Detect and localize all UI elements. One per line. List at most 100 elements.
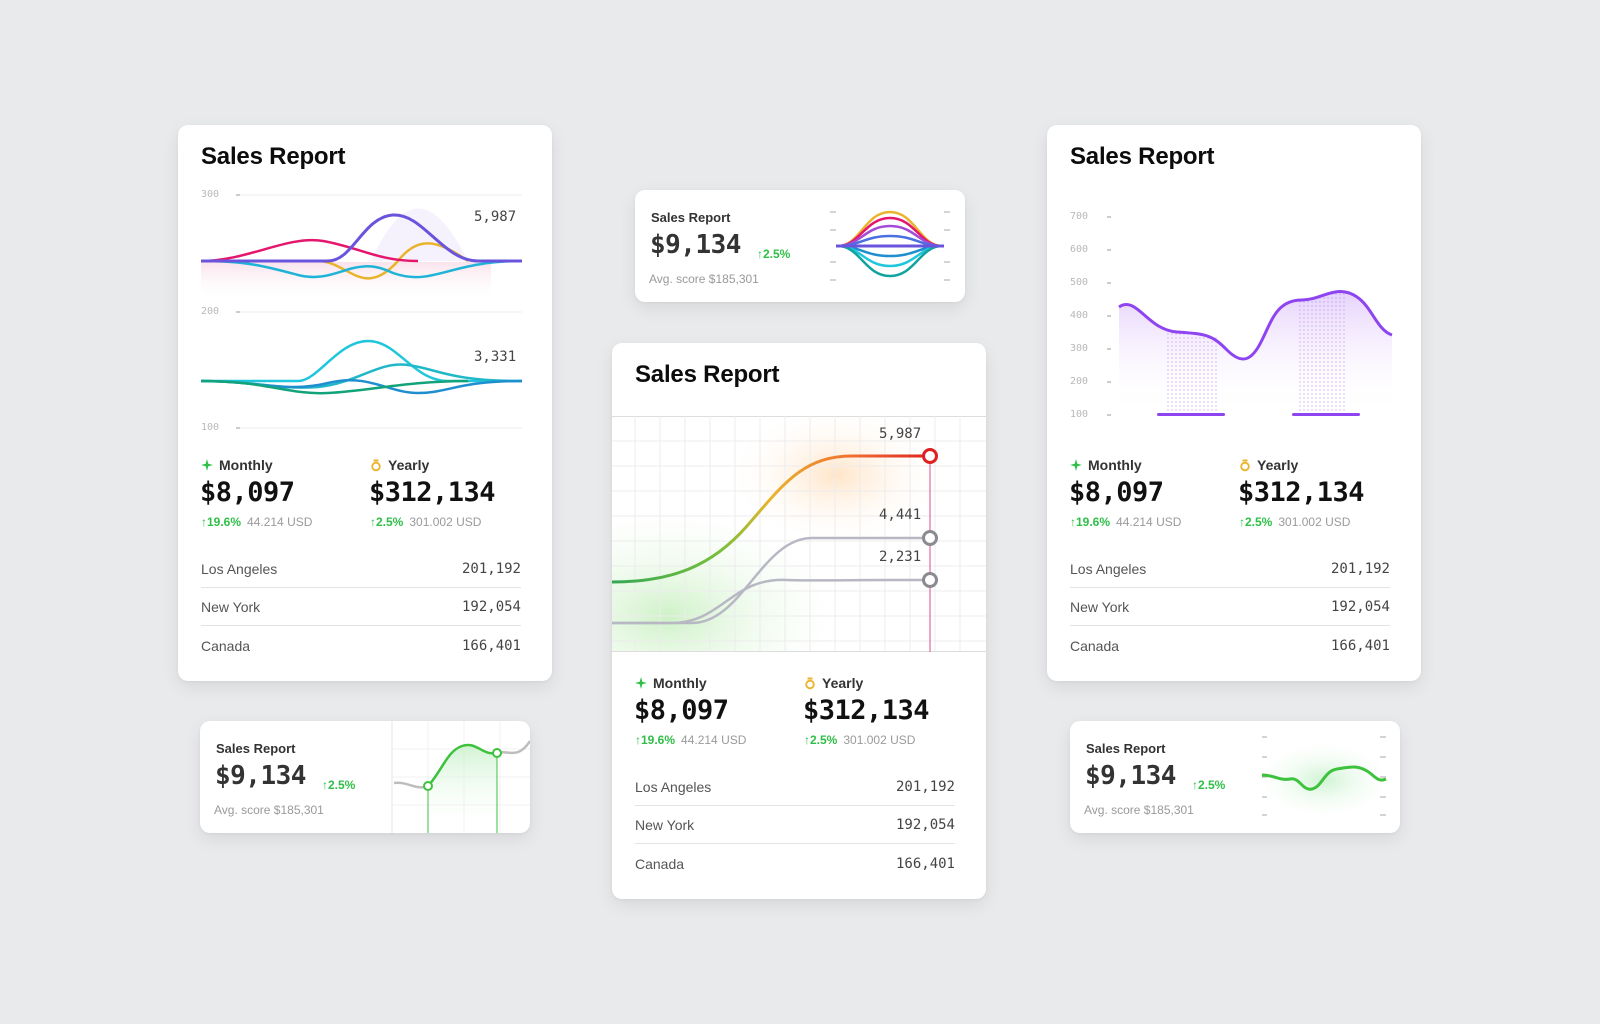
monthly-value: $8,097	[1069, 477, 1164, 508]
city-value: 192,054	[1330, 599, 1390, 615]
wave-line-cyan	[200, 259, 523, 279]
city-value: 201,192	[895, 779, 955, 795]
sales-report-card-right: Sales Report 700 600 500 400 300 200 100	[1047, 125, 1421, 681]
mini-avg: Avg. score $185,301	[649, 272, 759, 286]
monthly-sub: ↑19.6% 44.214 USD	[201, 515, 312, 529]
series-c-label: 2,231	[879, 549, 922, 565]
axis-label: 600	[1070, 244, 1089, 255]
mini-pct: ↑2.5%	[1192, 778, 1226, 792]
mini-wave-chart	[830, 210, 950, 281]
monthly-value: $8,097	[634, 695, 729, 726]
series-b-marker[interactable]	[922, 530, 938, 546]
wave-line-green	[200, 379, 469, 395]
monthly-pct: ↑19.6%	[1070, 515, 1111, 529]
monthly-label: Monthly	[1070, 457, 1142, 473]
city-value: 166,401	[1330, 637, 1390, 654]
sparkle-icon	[201, 459, 213, 471]
yearly-usd: 301.002 USD	[1278, 515, 1351, 529]
city-value: 166,401	[461, 637, 521, 654]
monthly-pct: ↑19.6%	[201, 515, 242, 529]
mini-avg: Avg. score $185,301	[214, 803, 324, 817]
yearly-value: $312,134	[1238, 477, 1365, 508]
axis-label: 500	[1070, 277, 1089, 288]
mini-sparkline	[1261, 736, 1387, 816]
monthly-usd: 44.214 USD	[1116, 515, 1182, 529]
monthly-usd: 44.214 USD	[247, 515, 313, 529]
card-title: Sales Report	[635, 361, 780, 388]
monthly-usd: 44.214 USD	[681, 733, 747, 747]
mini-title: Sales Report	[651, 210, 731, 225]
card-title: Sales Report	[1070, 143, 1215, 170]
mini-sales-card-top: Sales Report $9,134 ↑2.5% Avg. score $18…	[635, 190, 965, 302]
wave-line-magenta	[200, 238, 419, 263]
city-name: Los Angeles	[1070, 561, 1147, 577]
mini-sales-card-right: Sales Report $9,134 ↑2.5% Avg. score $18…	[1070, 721, 1400, 833]
medal-icon	[371, 459, 381, 472]
mini-title: Sales Report	[1086, 741, 1166, 756]
mini-value: $9,134	[215, 761, 306, 791]
series-a-label: 5,987	[879, 426, 922, 442]
table-row: Los Angeles 201,192	[1070, 551, 1390, 588]
yearly-pct: ↑2.5%	[370, 515, 404, 529]
yearly-sub: ↑2.5% 301.002 USD	[1239, 515, 1350, 529]
table-row: Canada 166,401	[1070, 627, 1390, 664]
mini-green-line	[1261, 765, 1387, 791]
yearly-usd: 301.002 USD	[843, 733, 916, 747]
monthly-label-text: Monthly	[653, 675, 707, 691]
yearly-label: Yearly	[1239, 457, 1298, 473]
axis-label: 300	[201, 189, 220, 200]
table-row: Los Angeles 201,192	[635, 769, 955, 806]
city-name: New York	[1070, 599, 1130, 615]
monthly-pct: ↑19.6%	[635, 733, 676, 747]
yearly-label: Yearly	[804, 675, 863, 691]
city-value: 192,054	[895, 817, 955, 833]
mini-avg: Avg. score $185,301	[1084, 803, 1194, 817]
table-row: New York 192,054	[201, 589, 521, 626]
medal-icon	[1240, 459, 1250, 472]
axis-label: 300	[1070, 343, 1089, 354]
city-value: 201,192	[461, 561, 521, 577]
yearly-pct: ↑2.5%	[1239, 515, 1273, 529]
yearly-usd: 301.002 USD	[409, 515, 482, 529]
series-b-label: 4,441	[879, 507, 922, 523]
medal-icon	[805, 677, 815, 690]
sales-report-card-left: Sales Report 300 200 100 5,987 3,331 Mo	[178, 125, 552, 681]
table-row: Canada 166,401	[635, 845, 955, 882]
yearly-sub: ↑2.5% 301.002 USD	[370, 515, 481, 529]
monthly-value: $8,097	[200, 477, 295, 508]
range-marker[interactable]	[1157, 413, 1225, 416]
city-name: New York	[201, 599, 261, 615]
yearly-pct: ↑2.5%	[804, 733, 838, 747]
city-value: 166,401	[895, 855, 955, 872]
yearly-value: $312,134	[803, 695, 930, 726]
mini-marker[interactable]	[492, 748, 502, 758]
yearly-label-text: Yearly	[822, 675, 864, 691]
yearly-label-text: Yearly	[388, 457, 430, 473]
series-a-marker[interactable]	[922, 448, 938, 464]
city-name: Los Angeles	[201, 561, 278, 577]
mini-marker[interactable]	[423, 781, 433, 791]
axis-label: 100	[1070, 409, 1089, 420]
top-wave-value: 5,987	[474, 209, 517, 225]
city-name: Canada	[201, 637, 251, 654]
city-name: Canada	[635, 855, 685, 872]
mini-pct: ↑2.5%	[757, 247, 791, 261]
mini-pct: ↑2.5%	[322, 778, 356, 792]
table-row: Canada 166,401	[201, 627, 521, 664]
area-chart	[1107, 216, 1393, 416]
monthly-sub: ↑19.6% 44.214 USD	[635, 733, 746, 747]
city-name: Canada	[1070, 637, 1120, 654]
range-marker[interactable]	[1292, 413, 1360, 416]
axis-label: 100	[201, 422, 220, 433]
wave-line-purple	[201, 213, 522, 263]
series-b-line	[612, 536, 930, 625]
mini-value: $9,134	[650, 230, 741, 260]
series-c-marker[interactable]	[922, 572, 938, 588]
mini-line-chart	[391, 721, 530, 833]
monthly-label: Monthly	[635, 675, 707, 691]
table-row: New York 192,054	[1070, 589, 1390, 626]
axis-label: 200	[201, 306, 220, 317]
table-row: New York 192,054	[635, 807, 955, 844]
series-c-line	[612, 578, 931, 625]
card-title: Sales Report	[201, 143, 346, 170]
